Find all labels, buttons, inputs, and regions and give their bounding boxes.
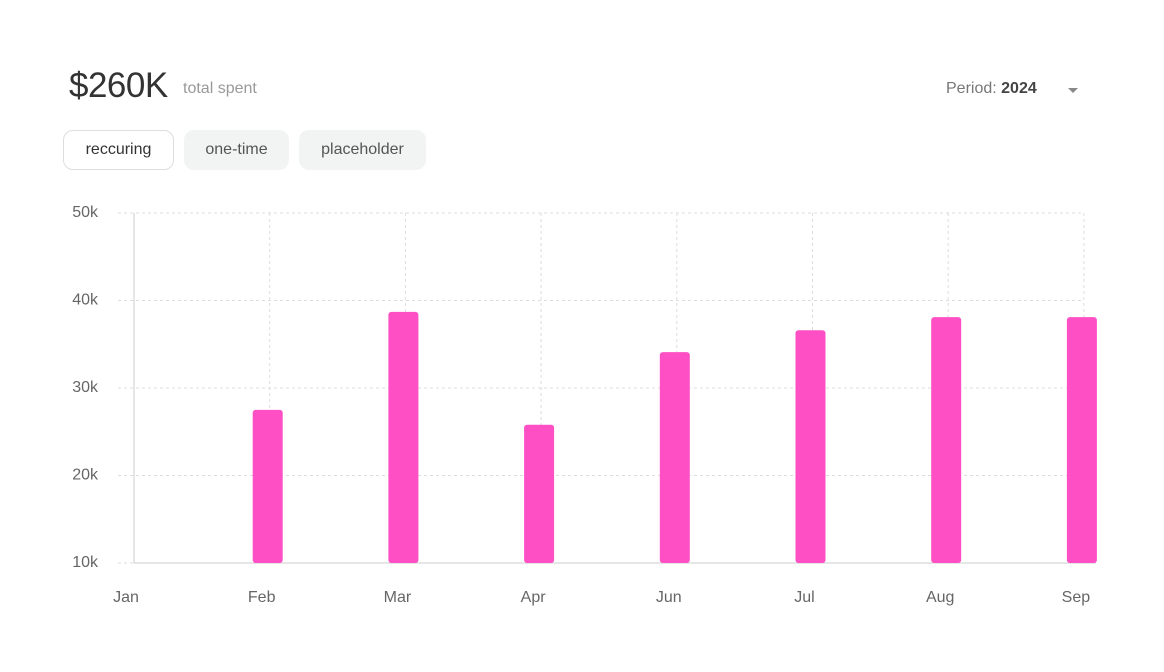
bar xyxy=(252,409,283,563)
total-amount: $260K xyxy=(69,66,168,105)
bar xyxy=(659,352,690,563)
x-tick-label: Aug xyxy=(926,589,954,606)
tab[interactable]: reccuring xyxy=(63,130,174,170)
y-tick-label: 30k xyxy=(72,379,99,396)
y-tick-label: 40k xyxy=(72,292,99,309)
y-tick-label: 20k xyxy=(72,467,99,484)
x-tick-label: Sep xyxy=(1062,589,1091,606)
x-tick-label: Mar xyxy=(384,589,412,606)
tab[interactable]: one-time xyxy=(184,130,289,170)
tab[interactable]: placeholder xyxy=(299,130,426,170)
x-tick-label: Jun xyxy=(656,589,682,606)
period-value: 2024 xyxy=(1001,80,1037,97)
period-selector[interactable]: Period: 2024 xyxy=(946,80,1037,98)
x-tick-label: Apr xyxy=(521,589,547,606)
period-label: Period: xyxy=(946,80,997,97)
bar xyxy=(1066,317,1097,563)
y-tick-label: 50k xyxy=(72,204,99,221)
x-tick-label: Jul xyxy=(794,589,814,606)
x-tick-label: Feb xyxy=(248,589,276,606)
y-tick-label: 10k xyxy=(72,554,99,571)
total-caption: total spent xyxy=(183,80,257,97)
bar xyxy=(931,317,962,563)
bar xyxy=(388,311,419,563)
x-tick-label: Jan xyxy=(113,589,139,606)
dropdown-caret[interactable] xyxy=(1068,88,1078,93)
bar xyxy=(524,424,555,563)
bar xyxy=(795,330,826,563)
